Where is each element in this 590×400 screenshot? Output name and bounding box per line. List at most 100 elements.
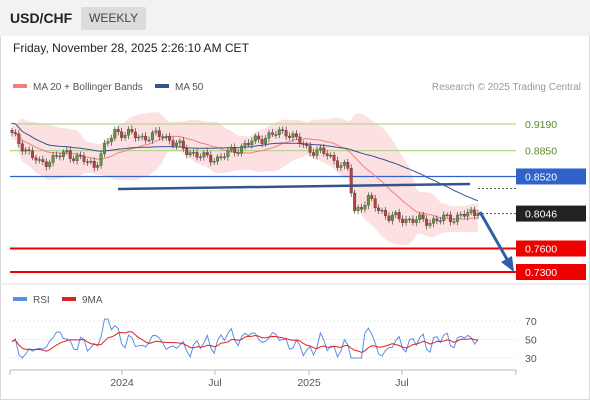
candle-body: [301, 143, 305, 145]
candle: [92, 157, 96, 172]
candle: [85, 158, 89, 166]
candle-body: [34, 157, 38, 161]
candle: [123, 132, 127, 141]
candle: [270, 128, 274, 138]
candle: [48, 159, 52, 170]
candle: [133, 128, 137, 142]
candle-body: [27, 149, 31, 151]
candle-body: [380, 210, 384, 212]
candle-body: [438, 220, 442, 222]
rsi-level-label: 70: [525, 316, 537, 328]
timeframe-badge[interactable]: WEEKLY: [81, 7, 147, 30]
candle: [212, 158, 216, 165]
candle-body: [408, 218, 411, 221]
candle-body: [137, 136, 141, 139]
candle-body: [414, 219, 418, 223]
candle-body: [308, 145, 312, 153]
candle: [305, 141, 309, 149]
candle-body: [277, 129, 281, 135]
candle: [243, 139, 247, 150]
candle-body: [264, 138, 268, 144]
candle: [106, 137, 110, 147]
x-tick-label: 2024: [110, 377, 134, 389]
candle-body: [397, 212, 401, 220]
candle-body: [92, 160, 96, 168]
candle: [37, 156, 41, 164]
candle: [476, 209, 480, 220]
candle-body: [418, 214, 422, 220]
candle-body: [428, 223, 432, 226]
x-axis-ticks: 2024 Jul 2025 Jul: [9, 370, 517, 389]
candle: [209, 151, 213, 167]
candle-body: [61, 151, 65, 157]
rsi-legend-label: RSI: [33, 295, 50, 306]
candle: [99, 151, 103, 169]
candle-body: [48, 162, 52, 167]
candle-body: [229, 147, 233, 151]
candle-body: [253, 135, 257, 142]
candle: [103, 139, 106, 158]
candle-body: [298, 136, 302, 144]
candle-body: [404, 218, 408, 223]
last-price-box: [516, 205, 586, 222]
candle-body: [123, 135, 127, 138]
candle: [353, 189, 357, 214]
candle: [27, 146, 31, 155]
candle-body: [342, 162, 346, 166]
candle-body: [219, 156, 223, 159]
candle: [332, 151, 336, 165]
candle-body: [79, 155, 82, 157]
candle-body: [267, 132, 271, 139]
candle-body: [127, 129, 130, 136]
candle-body: [103, 143, 106, 154]
candle-body: [288, 135, 291, 138]
candle: [120, 127, 124, 142]
candle: [438, 216, 442, 225]
candle-body: [195, 152, 199, 158]
bollinger-band-area: [12, 112, 478, 246]
candle-body: [401, 218, 405, 223]
candle: [222, 152, 226, 161]
candle-body: [274, 134, 278, 136]
candle: [116, 125, 120, 136]
candle-body: [168, 136, 172, 141]
rsi-ma-legend-swatch: [62, 297, 76, 301]
candle: [267, 129, 271, 143]
candle: [140, 132, 144, 141]
candle-body: [181, 140, 185, 149]
candle-body: [281, 129, 285, 131]
candle-body: [185, 148, 189, 155]
ma20-line: [11, 132, 479, 220]
candle: [380, 207, 384, 214]
candle-body: [226, 149, 230, 157]
candle: [291, 131, 295, 142]
candle: [61, 149, 65, 161]
rsi-legend-swatch: [13, 297, 27, 301]
candle: [226, 147, 230, 161]
candle-body: [476, 213, 480, 216]
candle: [65, 146, 69, 155]
copyright-text: Research © 2025 Trading Central: [432, 82, 581, 93]
candle-body: [175, 142, 178, 146]
candle: [377, 204, 381, 215]
candle-body: [151, 132, 154, 141]
candle: [250, 137, 254, 149]
candle-body: [144, 135, 148, 141]
candle-body: [51, 155, 55, 163]
candle: [13, 129, 17, 137]
candle: [459, 211, 463, 219]
candle: [342, 159, 346, 170]
header-bar: USD/CHF WEEKLY: [0, 0, 590, 36]
candle-body: [85, 161, 89, 163]
candle-body: [332, 155, 336, 161]
candle-body: [96, 165, 100, 168]
candle-body: [44, 161, 48, 167]
candle: [432, 216, 435, 228]
candle-body: [164, 136, 168, 138]
candle-body: [366, 195, 370, 206]
candle-body: [10, 130, 14, 133]
ma20-legend-label: MA 20 + Bollinger Bands: [33, 82, 143, 93]
candle-body: [360, 207, 363, 210]
candle-body: [13, 132, 17, 134]
